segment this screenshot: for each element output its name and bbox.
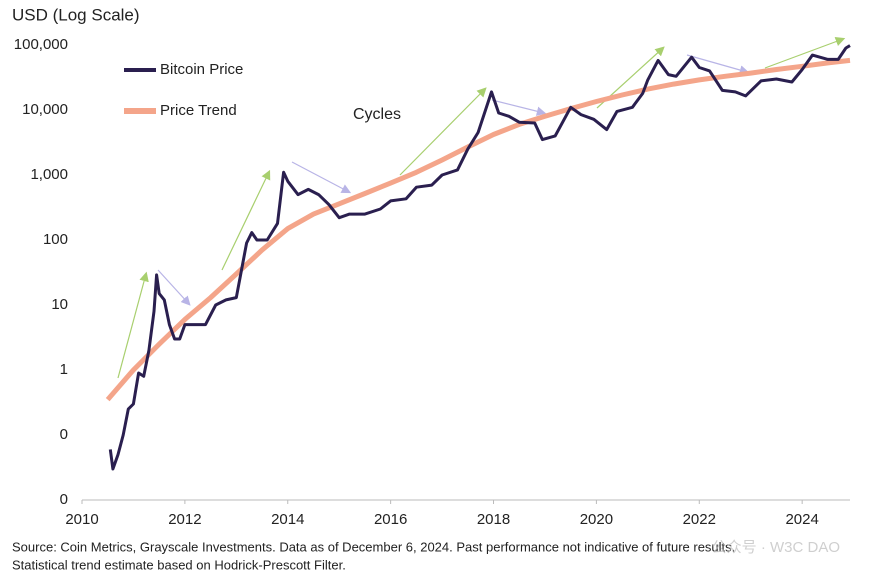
watermark: 公众号 · W3C DAO [712, 539, 840, 556]
legend-label: Bitcoin Price [160, 61, 243, 78]
cycle-arrows [117, 37, 846, 379]
y-tick-label: 10,000 [22, 101, 68, 118]
y-axis-title: USD (Log Scale) [12, 5, 140, 24]
x-tick-label: 2018 [477, 511, 510, 528]
series-line [105, 57, 851, 402]
y-tick-label: 0 [60, 491, 68, 508]
y-tick-label: 100 [43, 231, 68, 248]
x-tick-label: 2016 [374, 511, 407, 528]
source: Source: Coin Metrics, Grayscale Investme… [12, 539, 735, 554]
y-tick-label: 0 [60, 426, 68, 443]
source: Statistical trend estimate based on Hodr… [12, 557, 346, 572]
y-tick-label: 100,000 [14, 36, 68, 53]
x-tick-label: 2022 [683, 511, 716, 528]
annotation: Cycles [353, 106, 401, 123]
x-tick-label: 2014 [271, 511, 304, 528]
y-tick-label: 1,000 [30, 166, 68, 183]
x-tick-label: 2020 [580, 511, 613, 528]
series-line [108, 44, 851, 471]
y-tick-label: 1 [60, 361, 68, 378]
x-tick-label: 2010 [65, 511, 98, 528]
legend-label: Price Trend [160, 102, 237, 119]
y-tick-label: 10 [51, 296, 68, 313]
x-tick-label: 2024 [785, 511, 818, 528]
x-tick-label: 2012 [168, 511, 201, 528]
